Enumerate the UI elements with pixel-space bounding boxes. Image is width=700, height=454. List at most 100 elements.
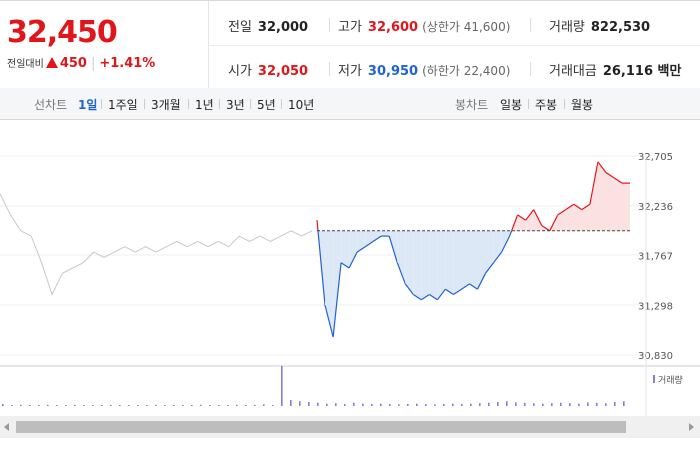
volume-bar (200, 404, 202, 406)
price-segment-down (324, 304, 334, 338)
volume-bar (506, 401, 508, 406)
divider (250, 99, 251, 109)
divider (281, 99, 282, 109)
line-chart-label: 선차트 (34, 98, 68, 112)
price-segment-up (533, 209, 543, 226)
high-value: 32,600 (367, 20, 419, 35)
price-segment-up (589, 161, 599, 205)
price-segment-up (557, 209, 567, 216)
price-segment-up (316, 220, 319, 231)
volume-bar (74, 404, 76, 406)
volume-bar (353, 402, 355, 406)
volume-value: 822,530 (590, 20, 651, 35)
price-segment-down (412, 293, 422, 301)
scroll-right-arrow-icon[interactable] (689, 423, 694, 431)
below-baseline-fill (421, 230, 430, 300)
price-chart-svg: 30,830 31,298 31,767 32,236 32,705 거래량 (0, 120, 700, 438)
volume-bar (227, 405, 229, 406)
open-value: 32,050 (257, 64, 309, 79)
period-1week-button[interactable]: 1주일 (108, 98, 138, 112)
candle-monthly-button[interactable]: 월봉 (571, 98, 594, 112)
volume-bar (452, 403, 454, 406)
above-baseline-fill (581, 204, 590, 231)
volume-bar (524, 402, 526, 406)
volume-bar (155, 404, 157, 406)
volume-bar (236, 404, 238, 406)
period-1year-button[interactable]: 1년 (195, 98, 214, 112)
volume-bar (209, 405, 211, 406)
volume-bar (128, 405, 130, 406)
y-axis: 30,830 31,298 31,767 32,236 32,705 (638, 152, 673, 362)
volume-bar (299, 401, 301, 406)
below-baseline-fill (461, 230, 470, 290)
above-baseline-fill (511, 214, 518, 231)
volume-bar (578, 403, 580, 406)
volume-bar (398, 404, 400, 406)
period-3month-button[interactable]: 3개월 (151, 98, 181, 112)
volume-bar (461, 404, 463, 406)
volume-bar (317, 402, 319, 406)
volume-bar (92, 405, 94, 406)
volume-bar (470, 403, 472, 406)
price-segment-down (388, 235, 398, 263)
above-baseline-fill (597, 161, 606, 231)
below-baseline-fill (413, 230, 422, 300)
period-3year-button[interactable]: 3년 (226, 98, 245, 112)
candle-weekly-button[interactable]: 주봉 (535, 98, 558, 112)
y-tick-label: 32,236 (638, 202, 673, 213)
volume-bar (596, 402, 598, 406)
volume-bar (245, 405, 247, 406)
below-baseline-fill (373, 230, 382, 242)
volume-legend-swatch (653, 375, 655, 383)
volume-bar (263, 404, 265, 406)
volume-bar (416, 403, 418, 406)
period-1day-button[interactable]: 1일 (78, 98, 98, 112)
volume-bar (47, 404, 49, 406)
price-segment-down (372, 235, 382, 242)
price-summary-panel: 32,450 전일대비 450 | +1.41% 전일 32,000 고가 32,600(… (0, 0, 700, 90)
price-segment-up (565, 203, 575, 211)
divider (329, 62, 330, 76)
above-baseline-fill (605, 172, 614, 231)
open-label: 시가 (228, 64, 252, 79)
volume-bar (38, 405, 40, 406)
divider (101, 99, 102, 109)
volume-bar (362, 403, 364, 406)
above-baseline-fill (557, 209, 566, 231)
price-segment-down (476, 273, 487, 290)
volume-bar (488, 402, 490, 406)
divider (564, 99, 565, 109)
below-baseline-fill (477, 230, 486, 290)
below-baseline-fill (469, 230, 478, 290)
divider (144, 99, 145, 109)
price-segment-up (581, 203, 591, 211)
volume-bar (434, 404, 436, 406)
below-baseline-fill (485, 230, 494, 274)
scrollbar-thumb[interactable] (16, 421, 626, 433)
period-10year-button[interactable]: 10년 (288, 98, 315, 112)
price-segment-down (317, 230, 326, 306)
change-divider: | (90, 56, 96, 71)
above-baseline-fill (613, 177, 622, 231)
scroll-left-arrow-icon[interactable] (4, 423, 9, 431)
volume-bar (380, 403, 382, 406)
below-baseline-fill (357, 230, 366, 253)
price-segment-down (404, 283, 414, 295)
divider (530, 18, 531, 32)
candle-daily-button[interactable]: 일봉 (500, 98, 523, 112)
price-change: 전일대비 450 | +1.41% (7, 55, 155, 71)
row-divider (208, 45, 700, 46)
chart-toolbar: 선차트 1일 1주일 3개월 1년 3년 5년 10년 봉차트 일봉 주봉 월봉 (0, 88, 700, 120)
volume-bar (281, 366, 283, 406)
prev-close-label: 전일 (228, 20, 252, 35)
above-baseline-fill (622, 183, 630, 231)
volume-legend-label: 거래량 (658, 374, 683, 386)
volume-bar (443, 404, 445, 406)
period-5year-button[interactable]: 5년 (257, 98, 276, 112)
volume-bar (515, 402, 517, 406)
current-price-box: 32,450 전일대비 450 | +1.41% (0, 1, 209, 89)
up-triangle-icon (45, 57, 58, 68)
price-segment-down (469, 283, 478, 290)
lower-limit: (하한가 22,400) (422, 64, 511, 78)
price-segment-up (605, 171, 615, 179)
